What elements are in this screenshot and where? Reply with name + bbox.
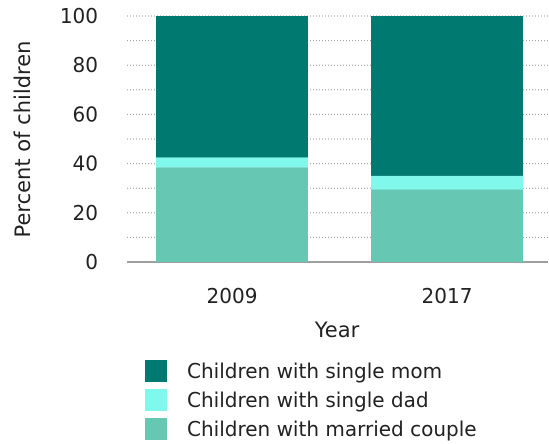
legend-swatch (145, 359, 167, 382)
bar-segment (156, 167, 308, 262)
y-tick-label: 60 (73, 102, 98, 126)
x-tick-labels: 2009 2017 (207, 284, 473, 308)
legend-item: Children with married couple (145, 414, 477, 443)
x-axis-title: Year (314, 318, 360, 342)
legend-label: Children with single dad (187, 387, 429, 412)
y-tick-label: 40 (73, 152, 98, 176)
legend-swatch (145, 388, 167, 411)
y-tick-label: 0 (85, 250, 98, 274)
x-tick-label: 2009 (207, 284, 258, 308)
legend-item: Children with single mom (145, 356, 477, 385)
y-tick-label: 20 (73, 201, 98, 225)
bar-segment (156, 16, 308, 158)
bar-segment (371, 16, 523, 176)
legend-label: Children with married couple (187, 416, 477, 441)
x-tick-label: 2017 (422, 284, 473, 308)
y-tick-label: 80 (73, 53, 98, 77)
bar-segment (371, 189, 523, 262)
legend-swatch (145, 417, 167, 440)
bar-segment (371, 175, 523, 190)
legend-label: Children with single mom (187, 358, 443, 383)
stacked-bar-chart: 0 20 40 60 80 100 2009 2017 Percent of childre… (11, 4, 548, 342)
bars (156, 16, 523, 262)
y-tick-label: 100 (60, 4, 98, 28)
bar-segment (156, 157, 308, 168)
y-axis-title: Percent of children (11, 41, 35, 238)
legend: Children with single mom Children with si… (145, 356, 477, 443)
legend-item: Children with single dad (145, 385, 477, 414)
y-tick-labels: 0 20 40 60 80 100 (60, 4, 98, 274)
